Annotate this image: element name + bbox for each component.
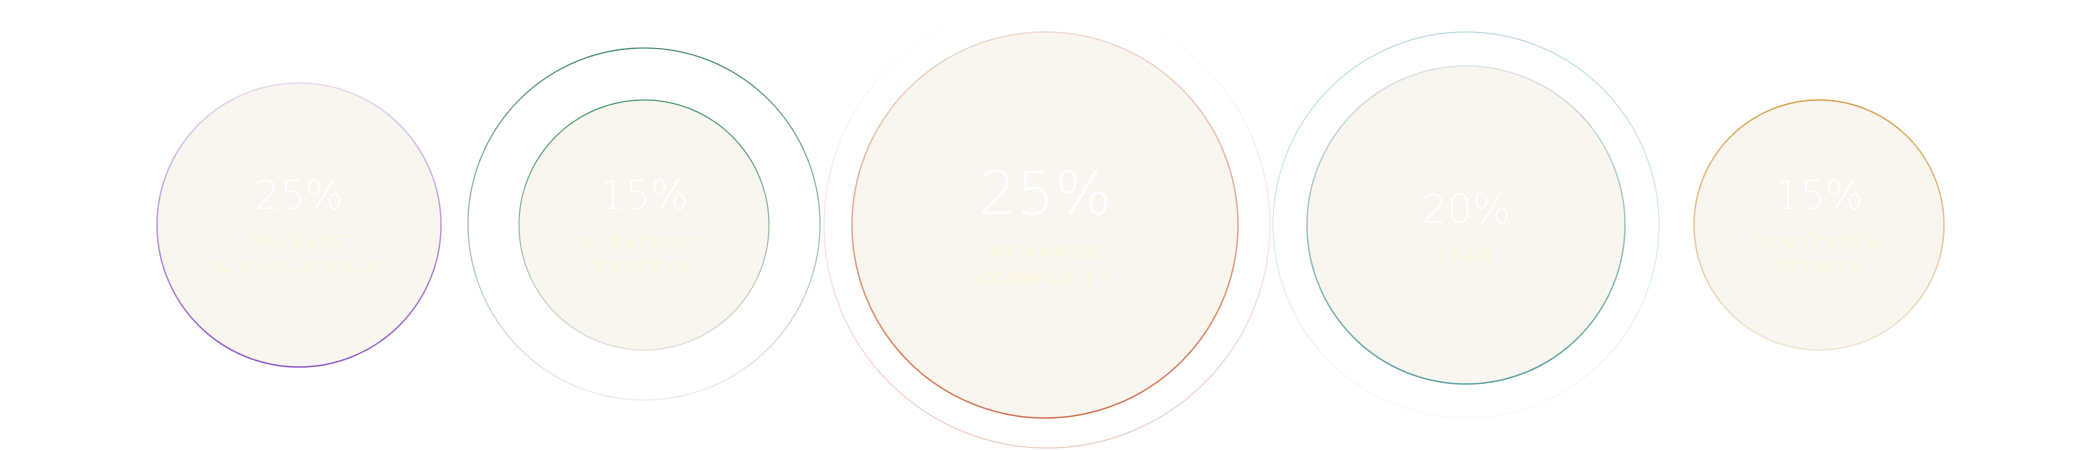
percent: 15% xyxy=(599,173,689,219)
allocation-presale: 25% Presale & Public Sale xyxy=(159,176,439,280)
percent: 20% xyxy=(1421,187,1511,233)
presale-circle xyxy=(156,82,442,368)
rewards-outer-ring xyxy=(823,1,1271,449)
label: Presale & Public Sale xyxy=(216,233,382,276)
team-outer-ring xyxy=(1272,31,1660,419)
allocation-strategic: 15% Strategic Reserve xyxy=(519,176,769,280)
label: Strategic Reserve xyxy=(584,233,704,276)
strategic-outer-ring xyxy=(467,47,821,401)
label: Ecosystem Growth xyxy=(1755,233,1883,276)
strategic-circle xyxy=(518,99,770,351)
ecosystem-circle xyxy=(1693,99,1945,351)
percent: 15% xyxy=(1774,173,1864,219)
allocation-rewards: 25% Rewards Community xyxy=(885,164,1205,292)
label: Team xyxy=(1437,247,1495,265)
team-circle xyxy=(1306,65,1626,385)
label: Rewards Community xyxy=(977,242,1113,288)
percent: 25% xyxy=(978,159,1112,229)
rewards-circle xyxy=(851,31,1239,419)
allocation-ecosystem: 15% Ecosystem Growth xyxy=(1694,176,1944,280)
allocation-team: 20% Team xyxy=(1326,190,1606,269)
percent: 25% xyxy=(254,173,344,219)
